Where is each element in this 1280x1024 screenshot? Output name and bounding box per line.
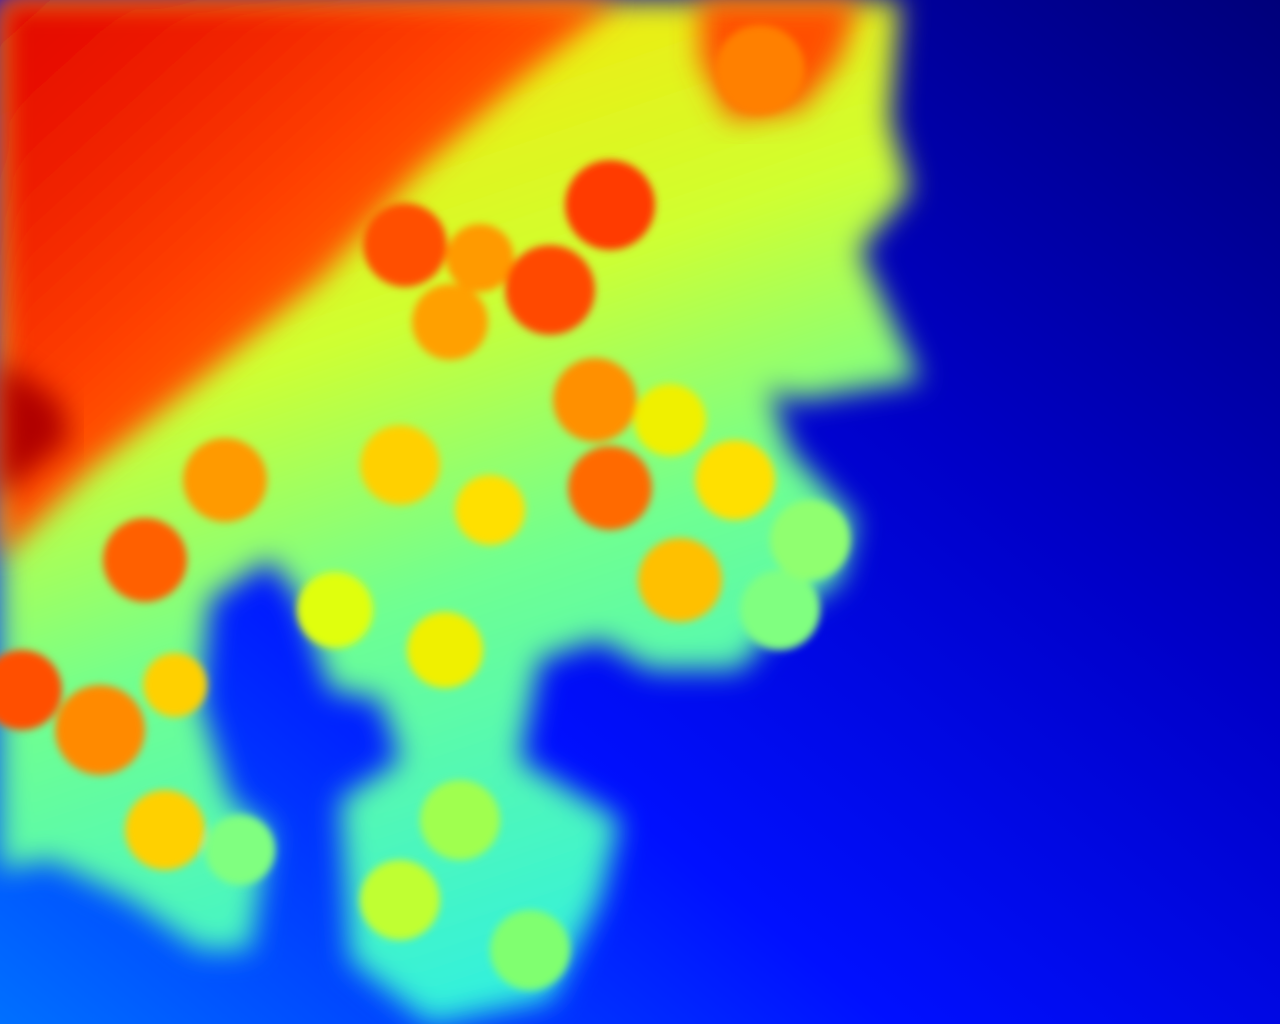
berry [565,160,655,250]
berry [360,860,440,940]
berry [0,650,62,730]
berry [143,653,207,717]
berry [455,475,525,545]
berry [407,612,483,688]
berry [638,538,722,622]
berry [695,440,775,520]
berry [55,685,145,775]
berry [363,203,447,287]
berry [297,572,373,648]
warm-region [0,0,620,560]
berry [568,446,652,530]
berry [770,500,850,580]
berry [490,910,570,990]
berries [0,25,850,990]
berry [553,358,637,442]
berry [125,790,205,870]
berry [634,384,706,456]
berry [205,815,275,885]
berry [360,425,440,505]
berry [446,224,514,292]
berry [505,245,595,335]
berry [103,518,187,602]
berry [740,570,820,650]
berry [420,780,500,860]
berry [412,284,488,360]
berry [715,25,805,115]
near-region [0,360,70,500]
berry [183,438,267,522]
